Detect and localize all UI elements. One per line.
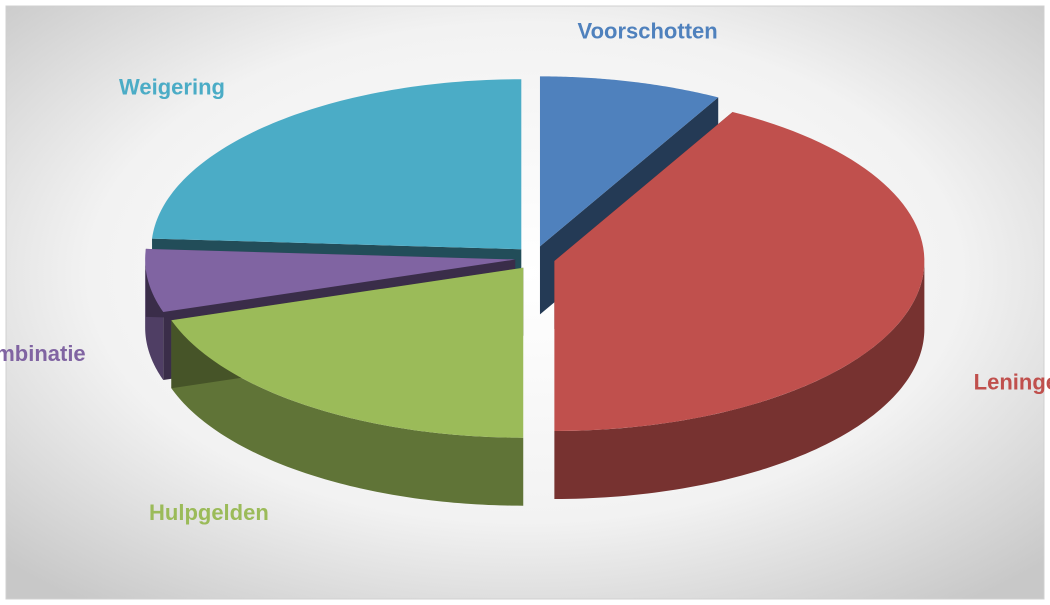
slice-label: Hulpgelden [149, 500, 269, 525]
slice-label: Weigering [119, 74, 225, 99]
slice [152, 79, 522, 250]
slice [145, 248, 516, 313]
slice [554, 112, 925, 431]
slice-label: Combinatie [0, 341, 86, 366]
slice-label: Voorschotten [578, 19, 718, 44]
slice [539, 76, 719, 247]
slice-label: Leningen [974, 370, 1050, 395]
slice-side [554, 260, 925, 499]
slice [171, 267, 524, 438]
slice-side [171, 320, 524, 506]
